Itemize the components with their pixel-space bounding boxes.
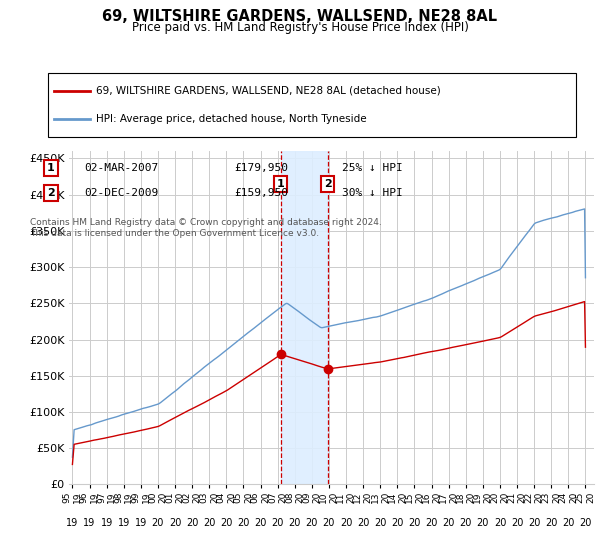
Text: 25% ↓ HPI: 25% ↓ HPI bbox=[342, 163, 403, 173]
Text: Contains HM Land Registry data © Crown copyright and database right 2024.
This d: Contains HM Land Registry data © Crown c… bbox=[30, 218, 382, 238]
Text: 20: 20 bbox=[323, 517, 335, 528]
Text: 20: 20 bbox=[357, 517, 370, 528]
Text: 20: 20 bbox=[237, 517, 250, 528]
Text: 20: 20 bbox=[220, 517, 233, 528]
Text: 20: 20 bbox=[528, 517, 541, 528]
Text: 20: 20 bbox=[545, 517, 557, 528]
Text: 20: 20 bbox=[579, 517, 592, 528]
Text: 20: 20 bbox=[289, 517, 301, 528]
Text: 20: 20 bbox=[476, 517, 489, 528]
Text: 1: 1 bbox=[47, 163, 55, 173]
Text: 20: 20 bbox=[152, 517, 164, 528]
Text: 19: 19 bbox=[100, 517, 113, 528]
Text: 20: 20 bbox=[340, 517, 352, 528]
Text: 20: 20 bbox=[254, 517, 267, 528]
Text: 1: 1 bbox=[277, 179, 284, 189]
Text: 20: 20 bbox=[408, 517, 421, 528]
Text: 20: 20 bbox=[203, 517, 215, 528]
Text: 20: 20 bbox=[374, 517, 386, 528]
Text: 69, WILTSHIRE GARDENS, WALLSEND, NE28 8AL: 69, WILTSHIRE GARDENS, WALLSEND, NE28 8A… bbox=[103, 9, 497, 24]
Text: 20: 20 bbox=[460, 517, 472, 528]
Bar bbox=[281, 151, 328, 484]
Text: £159,950: £159,950 bbox=[234, 188, 288, 198]
Text: 20: 20 bbox=[425, 517, 438, 528]
Text: 69, WILTSHIRE GARDENS, WALLSEND, NE28 8AL (detached house): 69, WILTSHIRE GARDENS, WALLSEND, NE28 8A… bbox=[96, 86, 441, 96]
Text: 2: 2 bbox=[47, 188, 55, 198]
Text: 20: 20 bbox=[391, 517, 404, 528]
Text: 19: 19 bbox=[118, 517, 130, 528]
Text: 2: 2 bbox=[323, 179, 331, 189]
Text: 19: 19 bbox=[83, 517, 95, 528]
Text: HPI: Average price, detached house, North Tyneside: HPI: Average price, detached house, Nort… bbox=[96, 114, 367, 124]
Text: 30% ↓ HPI: 30% ↓ HPI bbox=[342, 188, 403, 198]
Text: 20: 20 bbox=[305, 517, 318, 528]
Text: 20: 20 bbox=[442, 517, 455, 528]
Text: 20: 20 bbox=[271, 517, 284, 528]
Text: £179,950: £179,950 bbox=[234, 163, 288, 173]
Text: 20: 20 bbox=[186, 517, 199, 528]
Text: 19: 19 bbox=[134, 517, 147, 528]
Text: 19: 19 bbox=[66, 517, 79, 528]
Text: 02-MAR-2007: 02-MAR-2007 bbox=[84, 163, 158, 173]
Text: 20: 20 bbox=[169, 517, 181, 528]
Text: 20: 20 bbox=[494, 517, 506, 528]
Text: 20: 20 bbox=[511, 517, 523, 528]
Text: Price paid vs. HM Land Registry's House Price Index (HPI): Price paid vs. HM Land Registry's House … bbox=[131, 21, 469, 34]
Text: 02-DEC-2009: 02-DEC-2009 bbox=[84, 188, 158, 198]
Text: 20: 20 bbox=[562, 517, 575, 528]
